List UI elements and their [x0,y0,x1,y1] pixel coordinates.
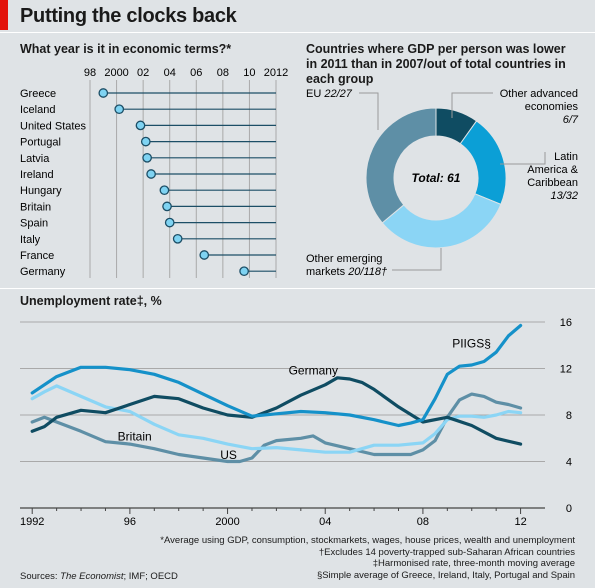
x-tick-label: 08 [217,67,229,79]
pie-slice [365,107,437,224]
category-label: Italy [20,234,41,246]
x-tick-label: 08 [417,516,429,528]
leader-line [451,92,493,118]
data-point [159,185,170,196]
slice-label: Latin [554,151,578,163]
slice-label: EU 22/27 [306,88,353,100]
data-point [164,217,175,228]
series-line [30,376,523,446]
brand-bar [0,0,8,30]
slice-value: 6/7 [563,114,579,126]
data-point [172,233,183,244]
x-tick-label: 04 [319,516,331,528]
slice-label: Other emerging [306,253,382,265]
dot-chart: 98 2000 02 04 06 08 10 2012 Greece Iceland United … [20,67,288,278]
y-tick-label: 8 [566,410,572,422]
data-point [199,250,210,260]
series-label: PIIGS§ [452,337,491,351]
series-line [30,323,523,428]
divider-top [0,32,595,33]
y-tick-label: 12 [560,364,572,376]
x-tick-label: 2012 [264,67,288,79]
footnote: †Excludes 14 poverty-trapped sub-Saharan… [318,546,575,558]
slice-label: America & [527,164,578,176]
data-point [98,88,109,98]
x-tick-label: 2000 [104,67,128,79]
sources-label: Sources: [20,571,58,582]
leader-line [500,152,546,165]
footnotes: *Average using GDP, consumption, stockma… [160,535,575,581]
y-tick-label: 4 [566,457,572,469]
data-point [135,120,146,131]
x-tick-label: 2000 [215,516,239,528]
slice-label: Caribbean [527,177,578,189]
pie-chart-title: Countries where GDP per person was lower… [306,42,566,86]
x-tick-label: 06 [190,67,202,79]
pie-center-label: Total: 61 [412,171,461,185]
series-label: Germany [289,363,338,377]
x-tick-label: 98 [84,67,96,79]
x-tick-label: 12 [514,516,526,528]
series-label: Britain [118,430,152,444]
footnote: §Simple average of Greece, Ireland, Ital… [316,569,575,581]
slice-label: economies [525,101,579,113]
x-tick-label: 10 [243,67,255,79]
y-tick-label: 16 [560,317,572,329]
page-title: Putting the clocks back [20,5,237,27]
category-label: Britain [20,201,51,213]
slice-value: 13/32 [550,190,578,202]
x-tick-label: 1992 [20,516,44,528]
data-point [114,104,125,115]
slice-value: 20/118† [347,266,387,278]
pie-slice [459,120,507,206]
category-label: France [20,250,54,262]
data-point [142,152,152,163]
slice-label: Other advanced [500,88,578,100]
x-tick-label: 04 [164,67,176,79]
series-label: US [220,448,237,462]
data-point [162,201,172,212]
leader-line [392,248,442,271]
series-line [30,384,523,454]
category-label: Iceland [20,104,55,116]
category-label: Spain [20,218,48,230]
category-label: Hungary [20,185,62,197]
line-chart-title: Unemployment rate‡, % [20,294,162,308]
slice-label: markets 20/118† [306,266,387,278]
category-label: Germany [20,266,66,278]
dot-chart-title: What year is it in economic terms?* [20,42,232,56]
x-tick-label: 96 [124,516,136,528]
y-tick-label: 0 [566,503,572,515]
data-point [146,169,156,179]
x-tick-label: 02 [137,67,149,79]
category-label: Latvia [20,153,50,165]
category-label: Portugal [20,137,61,149]
series-line [30,392,523,464]
category-label: Greece [20,88,56,100]
leader-line [359,92,379,130]
category-label: Ireland [20,169,54,181]
sources: Sources: The Economist; IMF; OECD [20,571,178,582]
footnote: *Average using GDP, consumption, stockma… [160,535,575,546]
sources-rest: ; IMF; OECD [123,571,178,582]
sources-economist: The Economist [60,571,124,582]
divider-middle [0,288,595,289]
slice-value: 22/27 [323,88,352,100]
footnote: ‡Harmonised rate, three-month moving ave… [372,558,575,569]
category-label: United States [20,120,87,132]
data-point [239,266,249,277]
data-point [140,136,151,147]
